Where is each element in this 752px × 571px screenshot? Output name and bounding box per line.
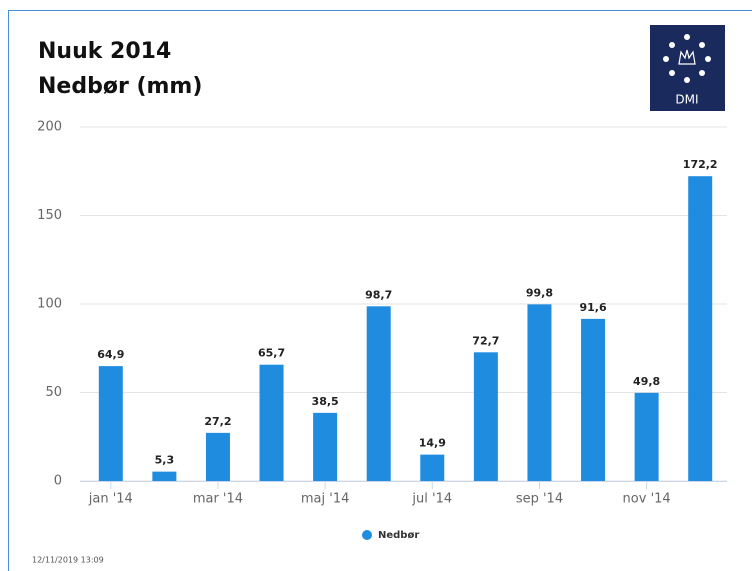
logo: DMI [650, 25, 725, 111]
bar [688, 176, 713, 481]
x-tick-label: jan '14 [88, 492, 133, 507]
value-label: 14,9 [419, 437, 446, 450]
value-label: 99,8 [526, 286, 553, 299]
x-tick-label: jul '14 [411, 492, 452, 507]
y-tick-label: 150 [37, 208, 62, 223]
value-label: 64,9 [97, 348, 124, 361]
x-tick-label: sep '14 [516, 492, 563, 507]
logo-dot [699, 42, 705, 48]
y-tick-label: 0 [54, 474, 62, 489]
logo-dot [669, 42, 675, 48]
x-tick-label: mar '14 [193, 492, 243, 507]
value-label: 38,5 [312, 395, 339, 408]
y-tick-label: 100 [37, 297, 62, 312]
x-tick-label: nov '14 [623, 492, 671, 507]
y-tick-label: 200 [37, 120, 62, 135]
bar [366, 306, 391, 481]
frame [8, 10, 752, 571]
logo-dot [699, 70, 705, 76]
bar [205, 432, 230, 481]
logo-text: DMI [675, 93, 698, 107]
bar [581, 318, 606, 481]
logo-crown [678, 49, 696, 65]
chart-title: Nuuk 2014 [38, 39, 171, 64]
value-label: 5,3 [155, 454, 175, 467]
chart-subtitle: Nedbør (mm) [38, 74, 202, 99]
bar [634, 392, 659, 481]
logo-dot [663, 56, 669, 62]
value-label: 91,6 [579, 301, 606, 314]
logo-dot [669, 70, 675, 76]
logo-dot [705, 56, 711, 62]
bar [527, 304, 552, 481]
x-tick-label: maj '14 [301, 492, 350, 507]
value-label: 98,7 [365, 288, 392, 301]
bar [473, 352, 498, 481]
legend-marker [362, 530, 372, 540]
value-label: 49,8 [633, 375, 660, 388]
value-label: 27,2 [204, 415, 231, 428]
timestamp: 12/11/2019 13:09 [32, 556, 104, 565]
value-label: 72,7 [472, 334, 499, 347]
logo-dot [684, 77, 690, 83]
y-tick-label: 50 [45, 385, 62, 400]
legend-label: Nedbør [378, 530, 419, 541]
value-label: 172,2 [683, 158, 718, 171]
bar [259, 364, 284, 481]
bar [420, 454, 445, 481]
bar [98, 366, 123, 481]
logo-dot [684, 34, 690, 40]
bar [313, 412, 338, 481]
bar [152, 471, 177, 481]
value-label: 65,7 [258, 347, 285, 360]
